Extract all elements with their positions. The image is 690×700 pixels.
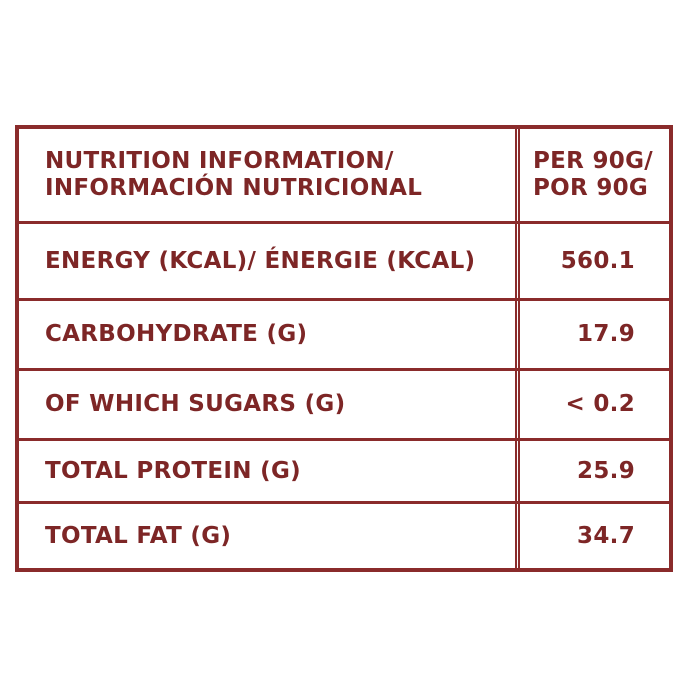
nutrient-name: CARBOHYDRATE (G) [45,321,308,347]
table-row: TOTAL PROTEIN (G) 25.9 [19,438,669,501]
header-value: POR 90G [533,175,649,201]
nutrient-name: OF WHICH SUGARS (G) [45,391,346,417]
header-value-cell: PER 90G/POR 90G [533,129,653,221]
table-row: ENERGY (KCAL)/ ÉNERGIE (KCAL) 560.1 [19,221,669,298]
table-row: CARBOHYDRATE (G) 17.9 [19,298,669,368]
nutrient-name: TOTAL PROTEIN (G) [45,457,301,484]
nutrient-value: 25.9 [577,457,635,484]
nutrient-value: 17.9 [577,321,635,347]
nutrient-value: 34.7 [577,522,635,549]
column-divider [515,129,520,568]
nutrient-name: TOTAL FAT (G) [45,522,232,549]
nutrient-value: 560.1 [560,247,635,274]
table-row: OF WHICH SUGARS (G) < 0.2 [19,368,669,438]
header-label-cell: NUTRITION INFORMATION/INFORMACIÓN NUTRIC… [45,129,422,221]
header-label: NUTRITION INFORMATION/ [45,148,394,174]
nutrient-name: ENERGY (KCAL)/ ÉNERGIE (KCAL) [45,247,476,274]
nutrient-value: < 0.2 [565,391,635,417]
table-row: TOTAL FAT (G) 34.7 [19,501,669,568]
header-value: PER 90G/ [533,148,653,174]
header-row: NUTRITION INFORMATION/INFORMACIÓN NUTRIC… [19,129,669,221]
nutrition-table: NUTRITION INFORMATION/INFORMACIÓN NUTRIC… [15,125,673,572]
header-label: INFORMACIÓN NUTRICIONAL [45,175,423,201]
